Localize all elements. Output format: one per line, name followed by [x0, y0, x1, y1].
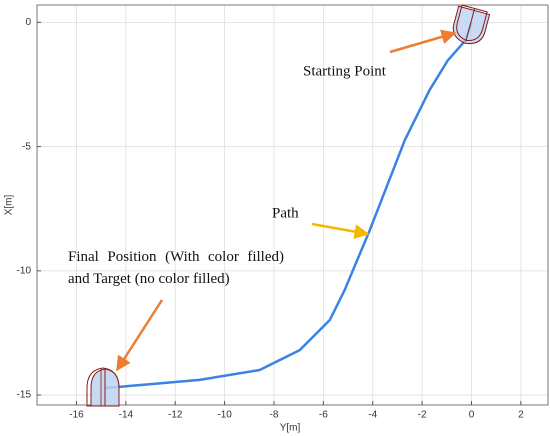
x-tick-label: -10	[217, 410, 232, 421]
x-tick-label: -14	[119, 410, 134, 421]
plot-frame	[36, 4, 549, 406]
y-tick-label: -15	[17, 390, 32, 401]
x-tick-label: -2	[418, 410, 427, 421]
arrow	[389, 29, 457, 54]
y-tick-label: 0	[25, 17, 31, 28]
x-tick-label: -12	[168, 410, 183, 421]
annotation: Starting Point	[303, 63, 387, 79]
x-axis-label: Y[m]	[280, 423, 301, 434]
final-vessel	[86, 367, 120, 407]
x-tick-label: -6	[319, 410, 328, 421]
x-tick-label: 2	[518, 410, 524, 421]
start-vessel	[452, 4, 491, 45]
x-tick-label: -16	[69, 410, 84, 421]
marks	[104, 22, 473, 390]
arrow	[115, 299, 164, 372]
annotation: Path	[272, 205, 299, 221]
x-tick-label: -8	[270, 410, 279, 421]
x-tick-label: -4	[368, 410, 377, 421]
grid	[37, 5, 548, 405]
y-tick-label: -10	[17, 265, 32, 276]
y-axis-label: X[m]	[4, 195, 15, 216]
path-line	[104, 22, 473, 390]
annotation: Final Position (With color filled) and T…	[68, 249, 284, 287]
arrow	[311, 222, 370, 240]
y-tick-label: -5	[22, 141, 31, 152]
x-tick-label: 0	[469, 410, 475, 421]
